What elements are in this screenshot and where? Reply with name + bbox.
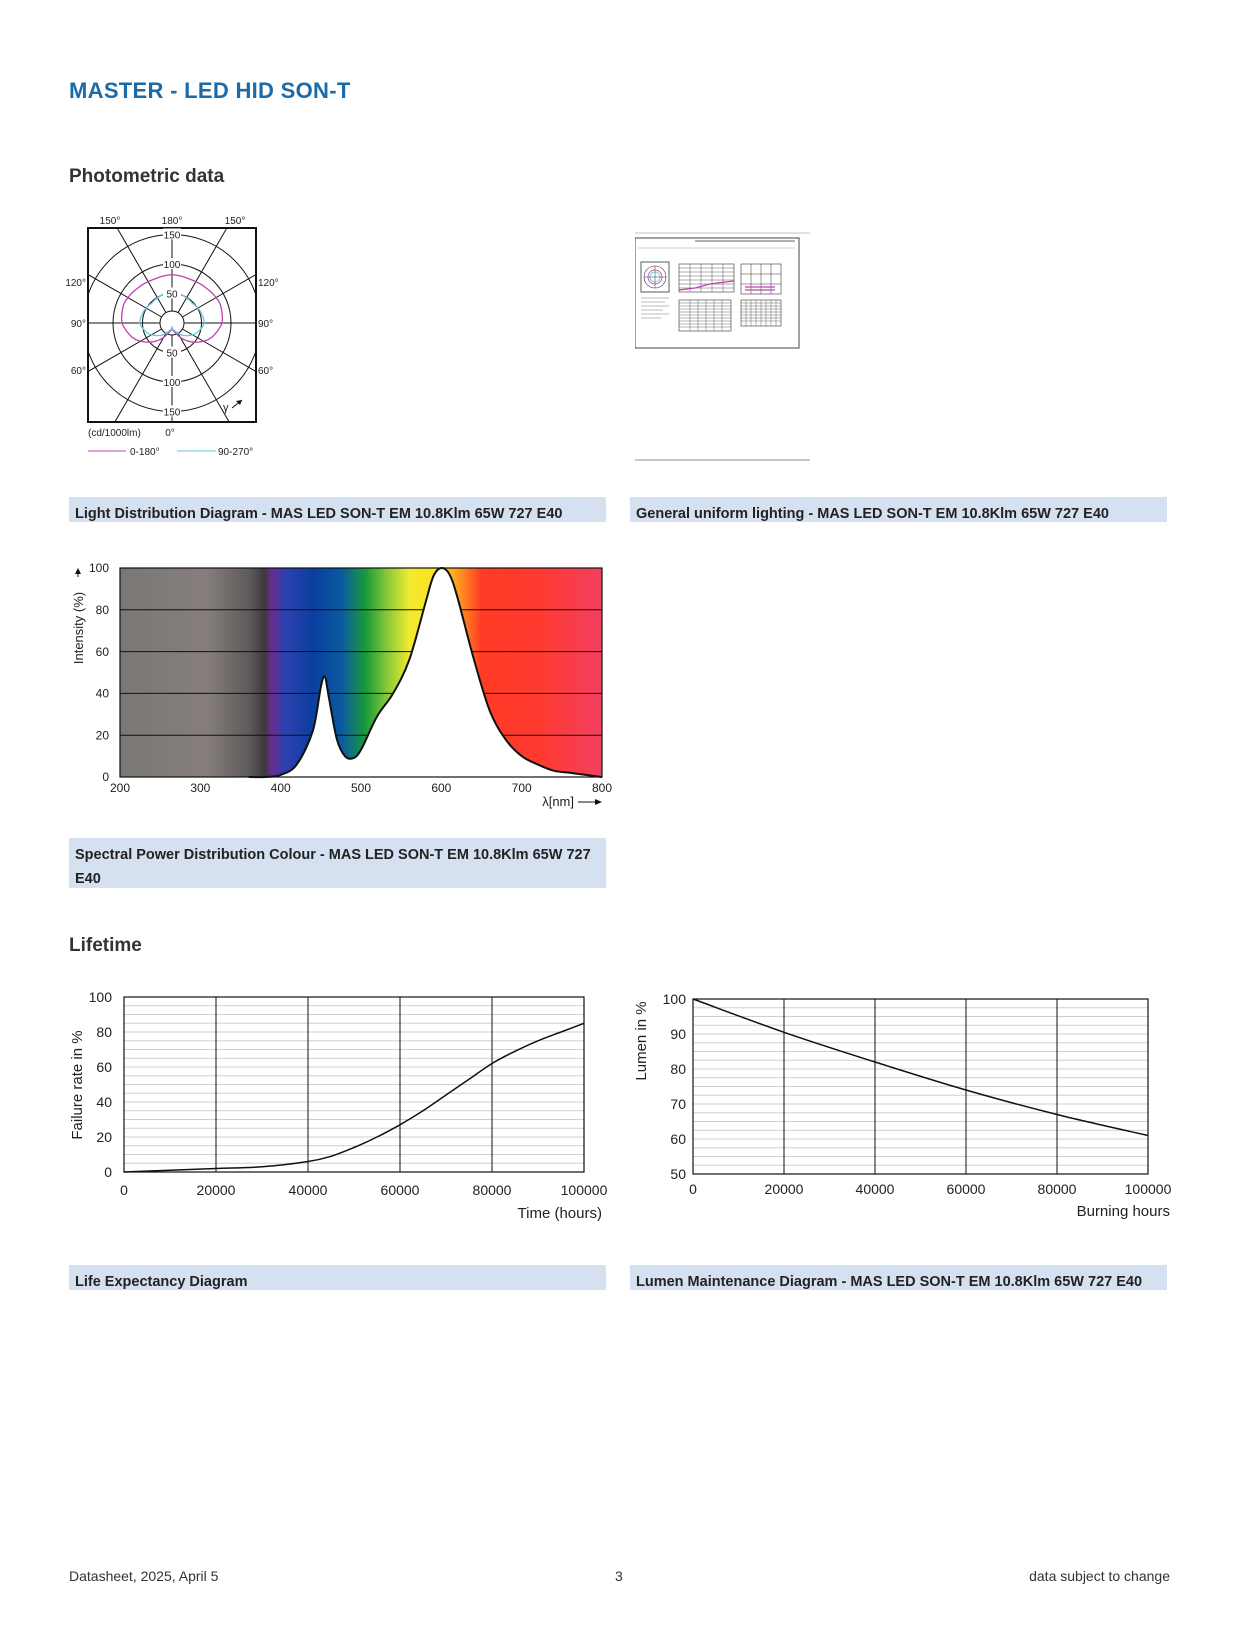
spd-ylabel: Intensity (%) [71,592,86,664]
x-tick-label: 80000 [473,1182,512,1198]
y-tick-label: 20 [96,1129,112,1145]
life-ylabel: Failure rate in % [69,1030,86,1139]
polar-grid-spoke [88,328,162,373]
polar-tick-label: 50 [166,290,178,301]
polar-grid-spoke [114,333,167,422]
caption-lumen-maintenance: Lumen Maintenance Diagram - MAS LED SON-… [630,1265,1167,1290]
footer-page-number: 3 [615,1568,623,1584]
polar-legend-label: 0-180° [130,447,160,458]
polar-grid-spoke [182,328,256,373]
caption-general-uniform-lighting: General uniform lighting - MAS LED SON-T… [630,497,1167,522]
x-tick-label: 40000 [289,1182,328,1198]
polar-tick-label: 100 [164,260,181,271]
polar-grid-spoke [177,228,228,313]
y-tick-label: 90 [670,1026,686,1042]
y-tick-label: 60 [670,1131,686,1147]
polar-angle-label: 180° [162,216,183,227]
general-uniform-lighting-sheet [635,232,810,461]
section-heading-photometric: Photometric data [69,166,225,187]
section-heading-lifetime: Lifetime [69,935,142,956]
polar-tick-bg [163,228,181,240]
x-tick-label: 20000 [765,1181,804,1197]
polar-tick-label: 50 [166,349,178,360]
x-tick-label: 0 [689,1181,697,1197]
polar-tick-bg [163,346,181,358]
polar-gamma-label: γ [223,402,229,414]
x-tick-label: 100000 [1125,1181,1172,1197]
footer-disclaimer: data subject to change [1029,1568,1170,1584]
lumen-xlabel: Burning hours [1077,1203,1170,1220]
x-tick-label: 40000 [856,1181,895,1197]
polar-tick-label: 150 [164,408,181,419]
y-tick-label: 100 [89,989,113,1005]
x-tick-label: 60000 [381,1182,420,1198]
x-tick-label: 700 [512,781,532,795]
x-tick-label: 600 [431,781,451,795]
y-tick-label: 50 [670,1166,686,1182]
y-tick-label: 60 [96,645,110,659]
polar-grid-spoke [88,273,162,318]
polar-tick-bg [163,287,181,299]
x-tick-label: 0 [120,1182,128,1198]
caption-light-distribution: Light Distribution Diagram - MAS LED SON… [69,497,606,522]
y-tick-label: 20 [96,728,110,742]
spectral-power-distribution-chart: 200 300 400 500 600 700 800 0 20 40 60 80 100 Intens… [71,561,612,809]
caption-life-expectancy: Life Expectancy Diagram [69,1265,606,1290]
y-tick-label: 40 [96,687,110,701]
light-distribution-diagram: 50 50 100 100 150 150 150° 180° 150° 120° 120… [65,216,279,458]
y-tick-label: 100 [89,561,109,575]
x-tick-label: 20000 [197,1182,236,1198]
y-tick-label: 0 [104,1164,112,1180]
y-tick-label: 40 [96,1094,112,1110]
y-tick-label: 0 [102,770,109,784]
y-tick-label: 60 [96,1059,112,1075]
y-tick-label: 100 [663,991,687,1007]
y-tick-label: 80 [670,1061,686,1077]
polar-tick-bg [163,258,181,269]
y-tick-label: 80 [96,1024,112,1040]
polar-angle-label: 120° [65,278,86,289]
polar-angle-label: 60° [71,366,86,377]
spd-xlabel: λ[nm] [542,794,574,809]
x-tick-label: 60000 [947,1181,986,1197]
life-xlabel: Time (hours) [518,1205,602,1222]
footer-date: Datasheet, 2025, April 5 [69,1568,219,1584]
x-tick-label: 400 [271,781,291,795]
polar-grid-spoke [116,228,167,313]
polar-angle-label: 90° [71,319,86,330]
polar-grid-spoke [177,333,230,422]
y-tick-label: 70 [670,1096,686,1112]
x-tick-label: 300 [190,781,210,795]
lumen-maintenance-chart: 0 20000 40000 60000 80000 100000 50 60 70 80 90 100… [633,991,1172,1220]
polar-tick-label: 100 [164,378,181,389]
caption-spectral-power-distribution: Spectral Power Distribution Colour - MAS… [69,838,606,888]
x-tick-label: 80000 [1038,1181,1077,1197]
polar-angle-label: 0° [165,428,175,439]
polar-series-curve-1 [138,289,206,337]
lumen-ylabel: Lumen in % [633,1001,650,1080]
page-title: MASTER - LED HID SON-T [69,78,351,103]
polar-legend-label: 90-270° [218,447,253,458]
x-tick-label: 200 [110,781,130,795]
polar-tick-bg [163,376,181,387]
x-tick-label: 100000 [561,1182,608,1198]
x-tick-label: 800 [592,781,612,795]
polar-unit-label: (cd/1000lm) [88,428,141,439]
polar-angle-label: 120° [258,278,279,289]
x-tick-label: 500 [351,781,371,795]
y-tick-label: 80 [96,603,110,617]
polar-grid-spoke [182,273,256,318]
polar-tick-bg [163,405,181,417]
life-expectancy-chart: 0 20000 40000 60000 80000 100000020406080100 … [69,989,608,1222]
polar-angle-label: 60° [258,366,273,377]
polar-angle-label: 150° [225,216,246,227]
polar-angle-label: 90° [258,319,273,330]
polar-angle-label: 150° [100,216,121,227]
polar-tick-label: 150 [164,231,181,242]
